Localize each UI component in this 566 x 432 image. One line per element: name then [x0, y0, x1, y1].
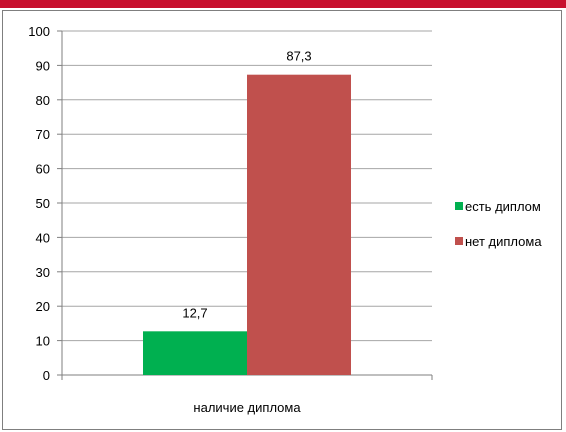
y-tick-label: 80 — [36, 93, 50, 108]
legend-swatch — [455, 202, 463, 210]
y-tick-label: 0 — [43, 368, 50, 383]
y-tick-labels: 0 10 20 30 40 50 60 70 80 90 100 — [28, 24, 50, 383]
legend-label: есть диплом — [465, 199, 541, 214]
y-tick-label: 30 — [36, 265, 50, 280]
data-labels: 12,7 87,3 — [182, 49, 311, 321]
bar-no-diploma — [247, 74, 351, 376]
category-labels: наличие диплома — [193, 400, 301, 415]
y-tick-label: 40 — [36, 230, 50, 245]
axes — [57, 30, 433, 380]
y-tick-label: 50 — [36, 196, 50, 211]
y-tick-label: 70 — [36, 127, 50, 142]
y-tick-label: 10 — [36, 334, 50, 349]
legend-swatch — [455, 237, 463, 245]
data-label: 87,3 — [286, 49, 311, 64]
top-accent-band — [0, 0, 566, 8]
bars — [143, 74, 351, 376]
legend-label: нет диплома — [465, 234, 542, 249]
y-tick-label: 20 — [36, 299, 50, 314]
y-tick-label: 60 — [36, 162, 50, 177]
y-tick-label: 90 — [36, 58, 50, 73]
legend: есть диплом нет диплома — [455, 199, 542, 249]
data-label: 12,7 — [182, 305, 207, 320]
category-label: наличие диплома — [193, 400, 301, 415]
y-tick-label: 100 — [28, 24, 50, 39]
bar-has-diploma — [143, 331, 247, 375]
